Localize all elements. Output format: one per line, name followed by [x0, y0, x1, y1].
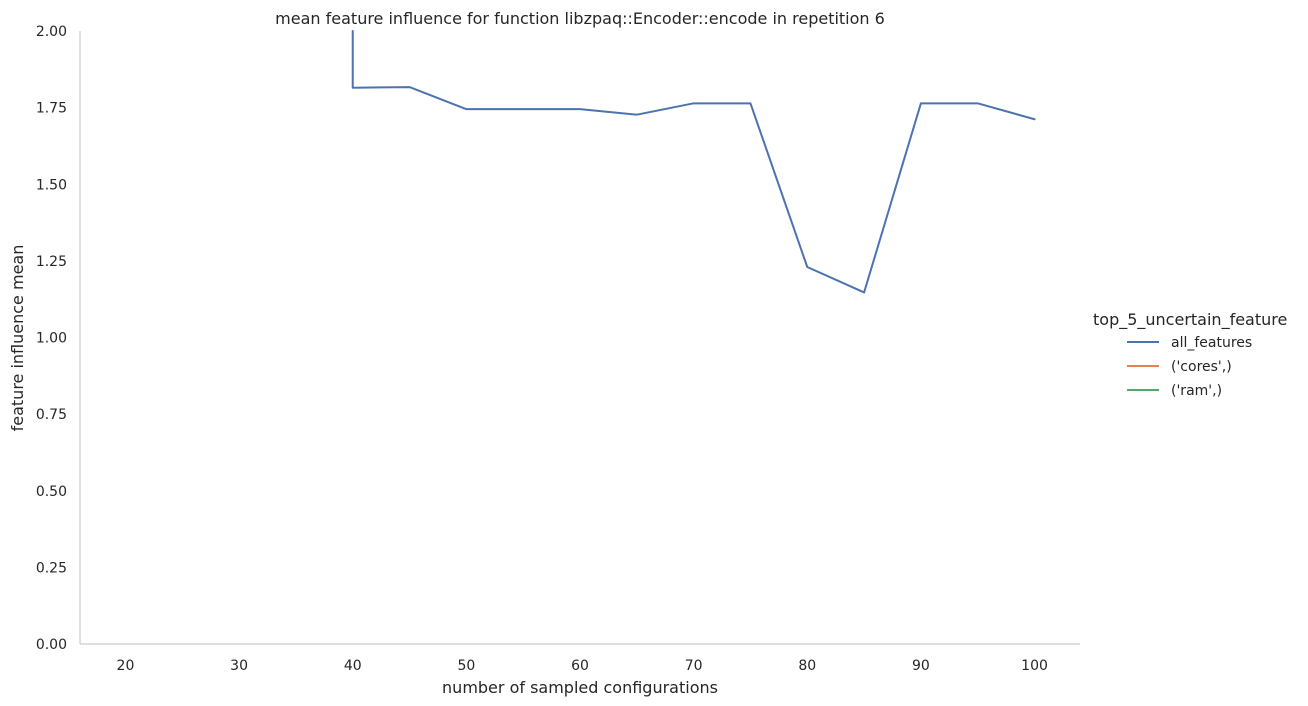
y-tick-label: 1.75 — [36, 101, 67, 117]
x-tick-label: 20 — [117, 658, 135, 674]
y-tick-label: 0.75 — [36, 407, 67, 423]
legend: top_5_uncertain_feature all_features ('co… — [1093, 310, 1287, 399]
legend-items: all_features ('cores',) ('ram',) — [1127, 335, 1252, 399]
series-line-0 — [351, 30, 1036, 294]
x-tick-label: 80 — [798, 658, 816, 674]
y-ticks: 0.00 0.25 0.50 0.75 1.00 1.25 1.50 1.75 2.00 — [36, 24, 67, 653]
x-ticks: 20 30 40 50 60 70 80 90 100 — [117, 658, 1048, 674]
y-tick-label: 0.25 — [36, 560, 67, 576]
series-lines — [351, 30, 1036, 294]
x-tick-label: 60 — [571, 658, 589, 674]
x-tick-label: 90 — [912, 658, 930, 674]
legend-label: all_features — [1171, 335, 1252, 351]
chart-title-group: mean feature influence for function libz… — [275, 9, 885, 28]
legend-title: top_5_uncertain_feature — [1093, 310, 1287, 330]
y-tick-label: 1.50 — [36, 177, 67, 193]
y-axis-title: feature influence mean — [8, 245, 27, 432]
chart-title: mean feature influence for function libz… — [275, 9, 885, 28]
legend-item: ('cores',) — [1127, 359, 1232, 375]
legend-label: ('cores',) — [1171, 359, 1232, 375]
x-tick-label: 30 — [230, 658, 248, 674]
x-tick-label: 50 — [457, 658, 475, 674]
x-tick-label: 40 — [344, 658, 362, 674]
legend-item: all_features — [1127, 335, 1252, 351]
y-tick-label: 0.50 — [36, 484, 67, 500]
x-axis-title: number of sampled configurations — [442, 678, 718, 697]
y-tick-label: 0.00 — [36, 637, 67, 653]
legend-label: ('ram',) — [1171, 383, 1222, 399]
x-tick-label: 100 — [1021, 658, 1048, 674]
y-tick-label: 1.25 — [36, 254, 67, 270]
x-tick-label: 70 — [685, 658, 703, 674]
legend-item: ('ram',) — [1127, 383, 1222, 399]
axes — [79, 31, 1080, 645]
y-tick-label: 1.00 — [36, 331, 67, 347]
y-tick-label: 2.00 — [36, 24, 67, 40]
